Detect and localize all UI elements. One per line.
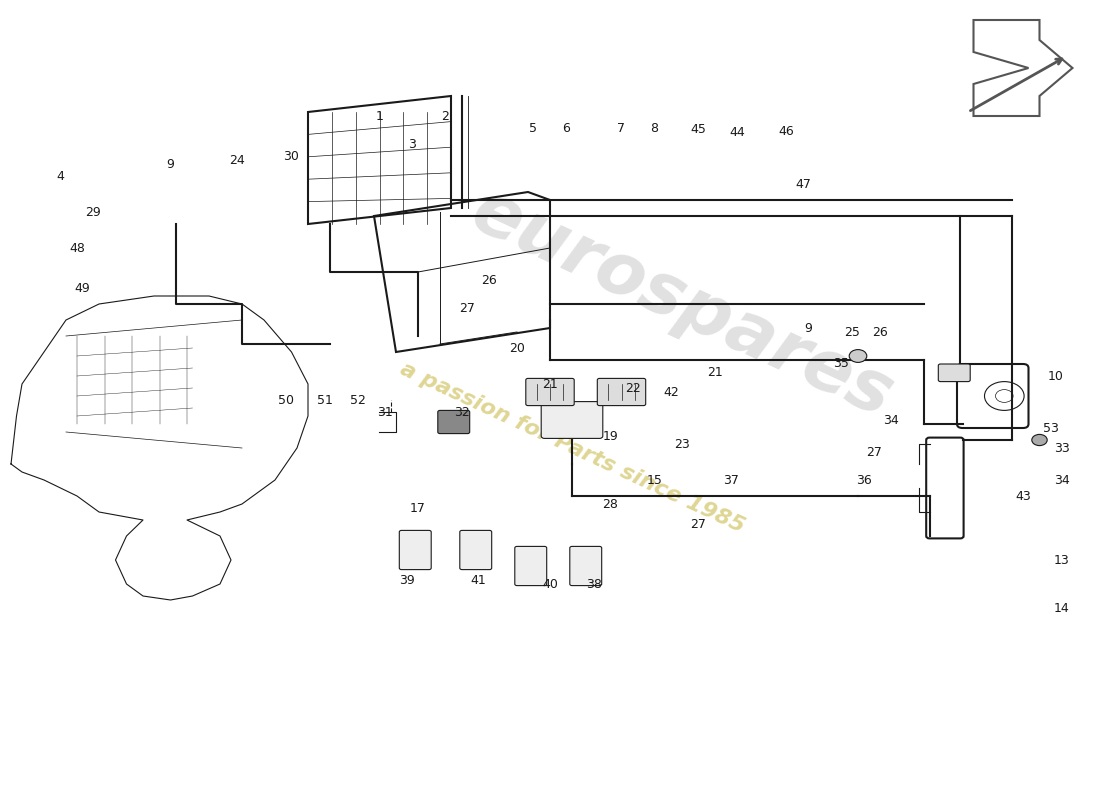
Text: 30: 30	[284, 150, 299, 162]
Text: 6: 6	[562, 122, 571, 134]
Text: 26: 26	[872, 326, 888, 338]
Text: 9: 9	[166, 158, 175, 170]
Text: 32: 32	[454, 406, 470, 418]
Text: 20: 20	[509, 342, 525, 354]
Text: 14: 14	[1054, 602, 1069, 614]
Text: 52: 52	[350, 394, 365, 406]
Text: 51: 51	[317, 394, 332, 406]
Text: 21: 21	[542, 378, 558, 390]
Text: 26: 26	[482, 274, 497, 286]
Text: 25: 25	[845, 326, 860, 338]
FancyBboxPatch shape	[438, 410, 470, 434]
Text: 34: 34	[883, 414, 899, 426]
Text: 44: 44	[729, 126, 745, 138]
Text: 28: 28	[603, 498, 618, 510]
Text: 34: 34	[1054, 474, 1069, 486]
Text: 2: 2	[441, 110, 450, 122]
Text: 40: 40	[542, 578, 558, 590]
Text: 23: 23	[674, 438, 690, 450]
FancyBboxPatch shape	[399, 530, 431, 570]
Text: 3: 3	[408, 138, 417, 150]
Text: 4: 4	[56, 170, 65, 182]
Text: 42: 42	[663, 386, 679, 398]
Text: 5: 5	[529, 122, 538, 134]
Text: 17: 17	[410, 502, 426, 514]
Text: 37: 37	[724, 474, 739, 486]
Text: 7: 7	[617, 122, 626, 134]
FancyBboxPatch shape	[938, 364, 970, 382]
Text: 1: 1	[375, 110, 384, 122]
Text: 24: 24	[229, 154, 244, 166]
Text: eurospares: eurospares	[461, 176, 903, 432]
Circle shape	[1032, 434, 1047, 446]
Text: 9: 9	[804, 322, 813, 334]
Text: 38: 38	[586, 578, 602, 590]
FancyBboxPatch shape	[570, 546, 602, 586]
Text: 36: 36	[856, 474, 871, 486]
FancyBboxPatch shape	[460, 530, 492, 570]
Text: 41: 41	[471, 574, 486, 586]
Circle shape	[849, 350, 867, 362]
Text: 19: 19	[603, 430, 618, 442]
Text: a passion for Parts since 1985: a passion for Parts since 1985	[397, 359, 747, 537]
FancyBboxPatch shape	[526, 378, 574, 406]
Text: 35: 35	[834, 358, 849, 370]
Text: 22: 22	[625, 382, 640, 394]
Text: 15: 15	[647, 474, 662, 486]
Text: 27: 27	[460, 302, 475, 314]
Text: 8: 8	[650, 122, 659, 134]
Text: 46: 46	[779, 125, 794, 138]
Text: 49: 49	[75, 282, 90, 294]
FancyBboxPatch shape	[541, 402, 603, 438]
Text: 29: 29	[86, 206, 101, 218]
Text: 43: 43	[1015, 490, 1031, 502]
FancyBboxPatch shape	[597, 378, 646, 406]
Text: 21: 21	[707, 366, 723, 378]
Text: 13: 13	[1054, 554, 1069, 566]
Text: 45: 45	[691, 123, 706, 136]
Text: 47: 47	[795, 178, 811, 190]
Text: 27: 27	[867, 446, 882, 458]
Text: 50: 50	[278, 394, 294, 406]
Text: 31: 31	[377, 406, 393, 418]
Text: 10: 10	[1048, 370, 1064, 382]
Text: 27: 27	[691, 518, 706, 530]
Text: 48: 48	[69, 242, 85, 254]
Text: 53: 53	[1043, 422, 1058, 434]
Text: 33: 33	[1054, 442, 1069, 454]
Text: 39: 39	[399, 574, 415, 586]
FancyBboxPatch shape	[515, 546, 547, 586]
